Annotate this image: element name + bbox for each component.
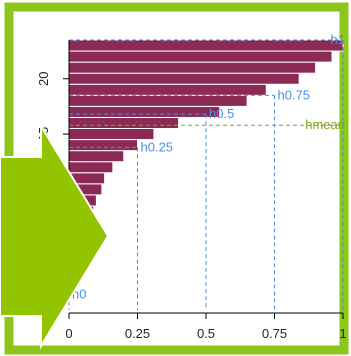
- arrow-icon: [0, 122, 110, 350]
- guide-label-h0-25: h0.25: [141, 139, 174, 154]
- bar-22: [68, 50, 333, 63]
- guide-label-h0-75: h0.75: [278, 87, 311, 102]
- x-tick-label: 0.25: [125, 326, 150, 341]
- bar-18: [68, 94, 248, 107]
- guide-label-hmean: hmean: [305, 117, 345, 132]
- x-axis-ticks: 0 0.25 0.5 0.75 1: [65, 313, 347, 341]
- guide-label-h0-5: h0.5: [209, 106, 234, 121]
- bar-21: [68, 61, 317, 74]
- bar-23: [68, 39, 344, 52]
- bar-12: [68, 161, 114, 174]
- x-tick-label: 0.5: [197, 326, 215, 341]
- bar-16: [68, 116, 180, 130]
- bar-14: [68, 139, 138, 152]
- x-tick-label: 1: [339, 326, 346, 341]
- y-tick-label: 20: [36, 71, 51, 85]
- guide-label-h1: h1: [331, 32, 345, 47]
- x-tick-label: 0: [65, 326, 72, 341]
- bar-15: [68, 128, 155, 141]
- x-tick-label: 0.75: [262, 326, 287, 341]
- bar-17: [68, 105, 221, 118]
- bars-group: [68, 39, 344, 295]
- bar-20: [68, 72, 300, 85]
- bar-13: [68, 150, 125, 163]
- bar-19: [68, 83, 267, 96]
